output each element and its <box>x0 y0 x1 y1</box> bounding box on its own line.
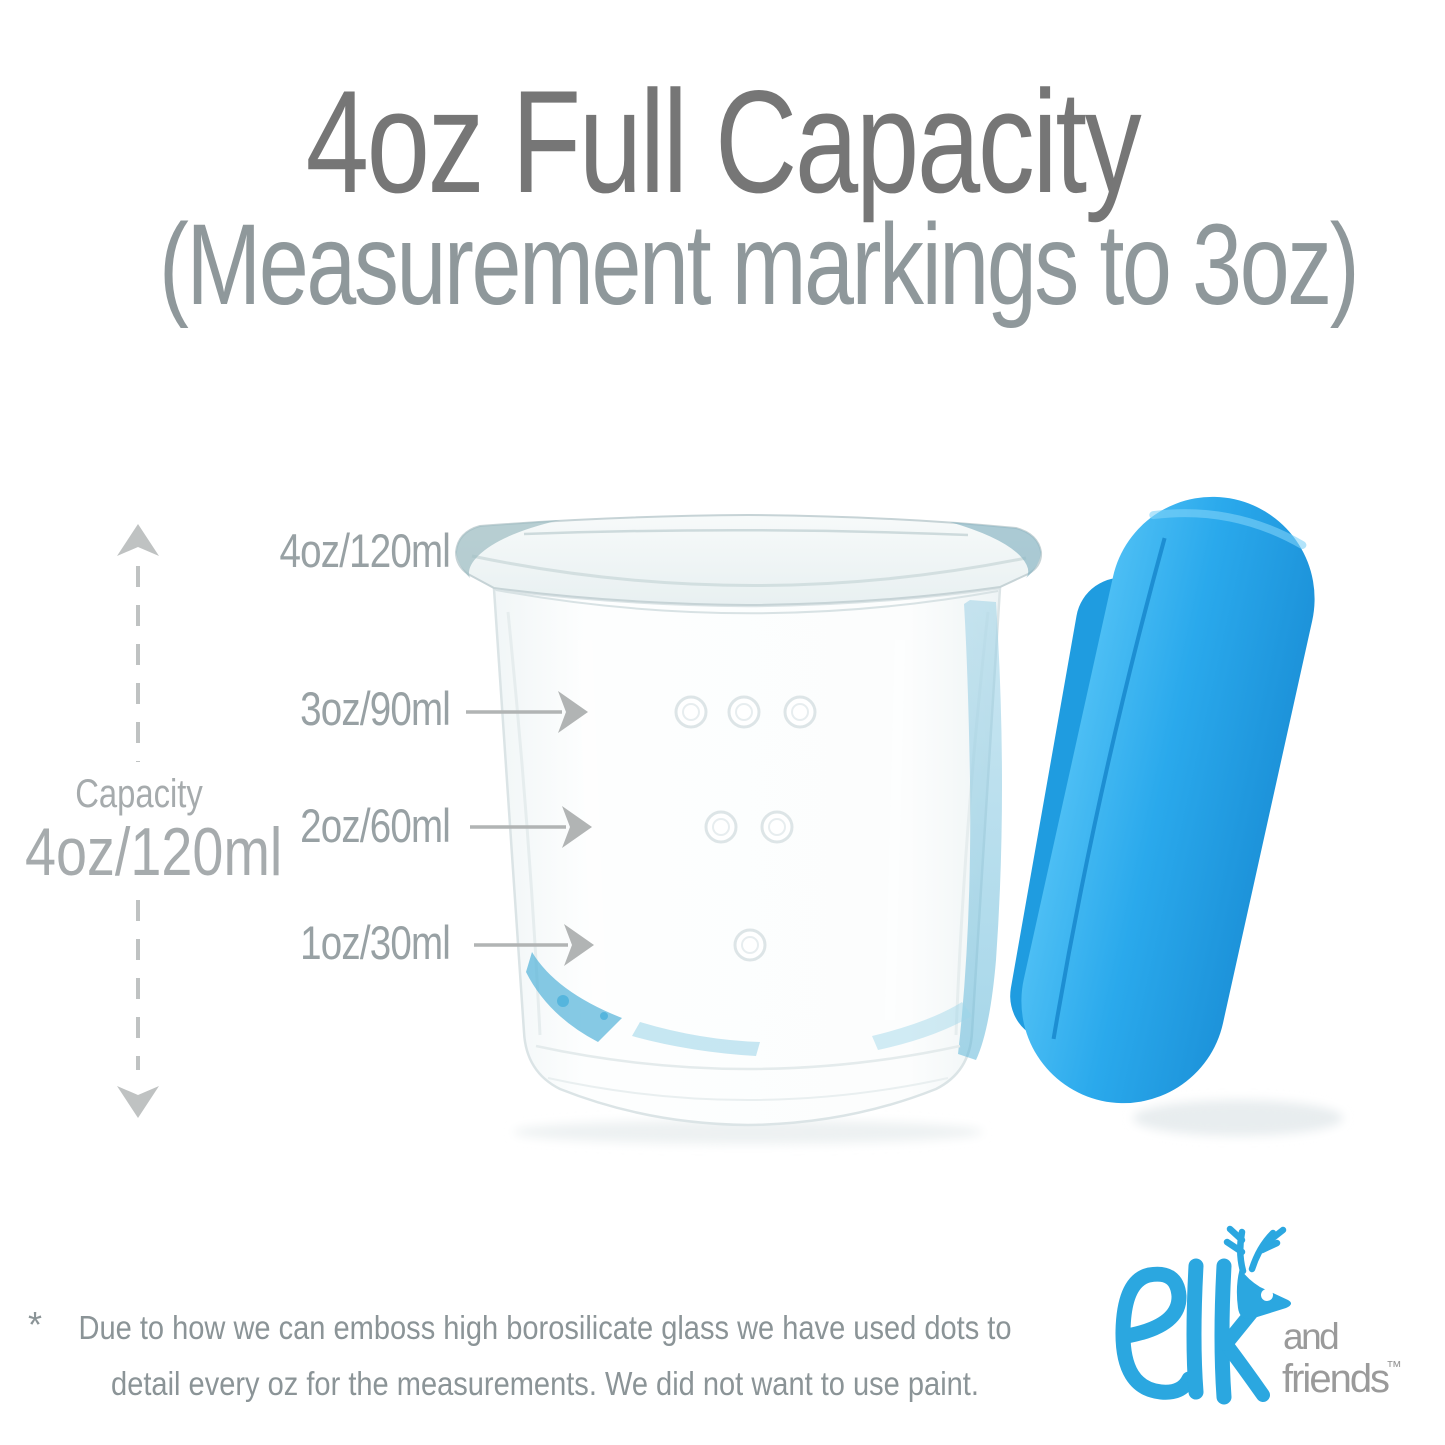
glass-rim <box>454 513 1043 615</box>
lid-shadow <box>1133 1100 1343 1136</box>
logo-friends-text: friends <box>1282 1357 1389 1401</box>
footnote-line1: Due to how we can emboss high borosilica… <box>78 1309 1012 1346</box>
label-3oz: 3oz/90ml <box>300 682 451 735</box>
capacity-label: Capacity 4oz/120ml <box>25 772 283 890</box>
trademark-symbol: ™ <box>1386 1359 1402 1376</box>
label-4oz: 4oz/120ml <box>279 524 451 577</box>
footnote-line2: detail every oz for the measurements. We… <box>111 1365 979 1402</box>
deer-antlers-icon <box>1223 1225 1292 1319</box>
logo-and-text: and <box>1283 1316 1338 1357</box>
measurement-arrows <box>466 691 594 966</box>
footnote-asterisk: * <box>28 1304 43 1345</box>
glass-shadow <box>513 1120 983 1144</box>
embossed-dots <box>674 695 817 962</box>
capacity-caption: Capacity <box>75 772 203 816</box>
footnote: Due to how we can emboss high borosilica… <box>17 1300 1073 1412</box>
label-2oz: 2oz/60ml <box>300 799 451 852</box>
capacity-value: 4oz/120ml <box>25 814 283 890</box>
blue-silicone-lid <box>1021 496 1315 1104</box>
label-1oz: 1oz/30ml <box>300 916 451 969</box>
page-subtitle: (Measurement markings to 3oz) <box>158 201 1360 329</box>
page-title: 4oz Full Capacity <box>305 60 1142 223</box>
capacity-range-arrow <box>117 524 159 1118</box>
